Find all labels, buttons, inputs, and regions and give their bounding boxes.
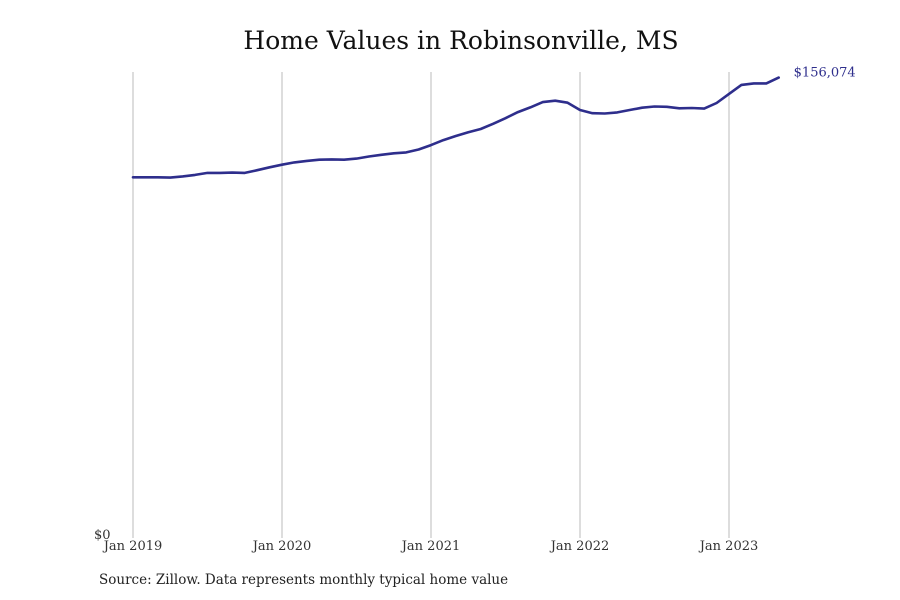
x-tick-label: Jan 2023 [698,539,759,554]
source-note: Source: Zillow. Data represents monthly … [99,572,509,588]
x-tick-label: Jan 2021 [400,539,461,554]
x-tick-label: Jan 2019 [102,539,163,554]
end-value-label: $156,074 [794,66,856,81]
series-layer [131,76,781,179]
y-tick-label: $0 [94,528,111,543]
x-tick-label: Jan 2022 [549,539,610,554]
axis-labels: Jan 2019 Jan 2020 Jan 2021 Jan 2022 Jan 2023… [94,66,856,554]
gridlines [132,72,730,538]
x-tick-label: Jan 2020 [251,539,312,554]
series-line [131,76,781,179]
chart-title: Home Values in Robinsonville, MS [243,26,679,55]
